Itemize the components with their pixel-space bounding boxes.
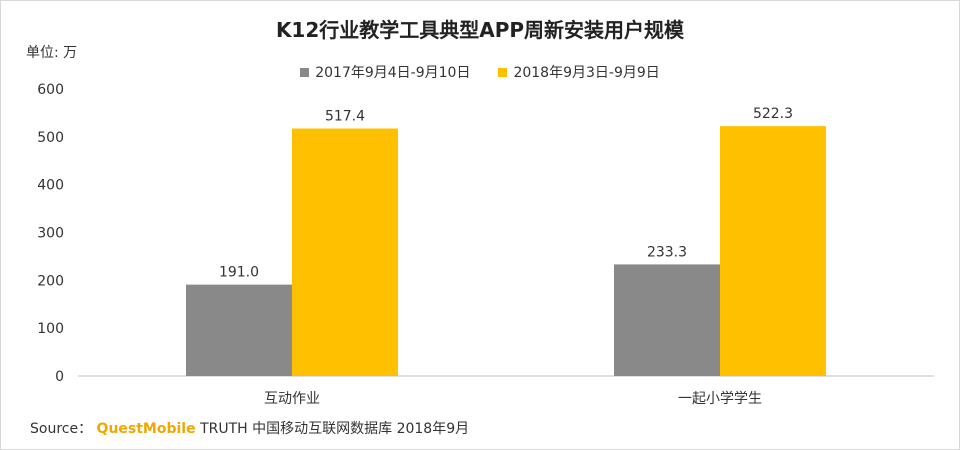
y-tick-label: 100 (37, 321, 64, 337)
data-label: 517.4 (325, 109, 365, 125)
bar (186, 284, 292, 376)
data-label: 233.3 (647, 244, 687, 260)
x-tick-label: 一起小学学生 (678, 391, 762, 407)
data-label: 522.3 (753, 106, 793, 122)
data-label: 191.0 (219, 265, 259, 281)
bar (614, 264, 720, 376)
source-text: TRUTH 中国移动互联网数据库 2018年9月 (200, 421, 470, 437)
y-axis-unit: 单位: 万 (26, 45, 78, 61)
legend-label-2017: 2017年9月4日-9月10日 (315, 65, 471, 81)
legend-item-2018: 2018年9月3日-9月9日 (498, 62, 660, 82)
source-note: Source： QuestMobile TRUTH 中国移动互联网数据库 201… (30, 418, 469, 438)
y-tick-label: 300 (37, 226, 64, 242)
legend-item-2017: 2017年9月4日-9月10日 (300, 62, 470, 82)
source-prefix: Source： (30, 421, 93, 437)
legend-swatch-2018 (498, 67, 508, 77)
legend-label-2018: 2018年9月3日-9月9日 (513, 65, 660, 81)
y-tick-label: 500 (37, 130, 64, 146)
y-tick-label: 0 (55, 369, 64, 385)
legend: 2017年9月4日-9月10日 2018年9月3日-9月9日 (0, 62, 960, 82)
legend-swatch-2017 (300, 67, 310, 77)
bar (292, 128, 398, 376)
y-tick-label: 200 (37, 273, 64, 289)
chart-title: K12行业教学工具典型APP周新安装用户规模 (275, 18, 685, 42)
x-tick-label: 互动作业 (264, 391, 320, 407)
bar (720, 126, 826, 376)
y-tick-label: 400 (37, 178, 64, 194)
source-brand: QuestMobile (96, 421, 196, 437)
y-tick-label: 600 (37, 82, 64, 98)
